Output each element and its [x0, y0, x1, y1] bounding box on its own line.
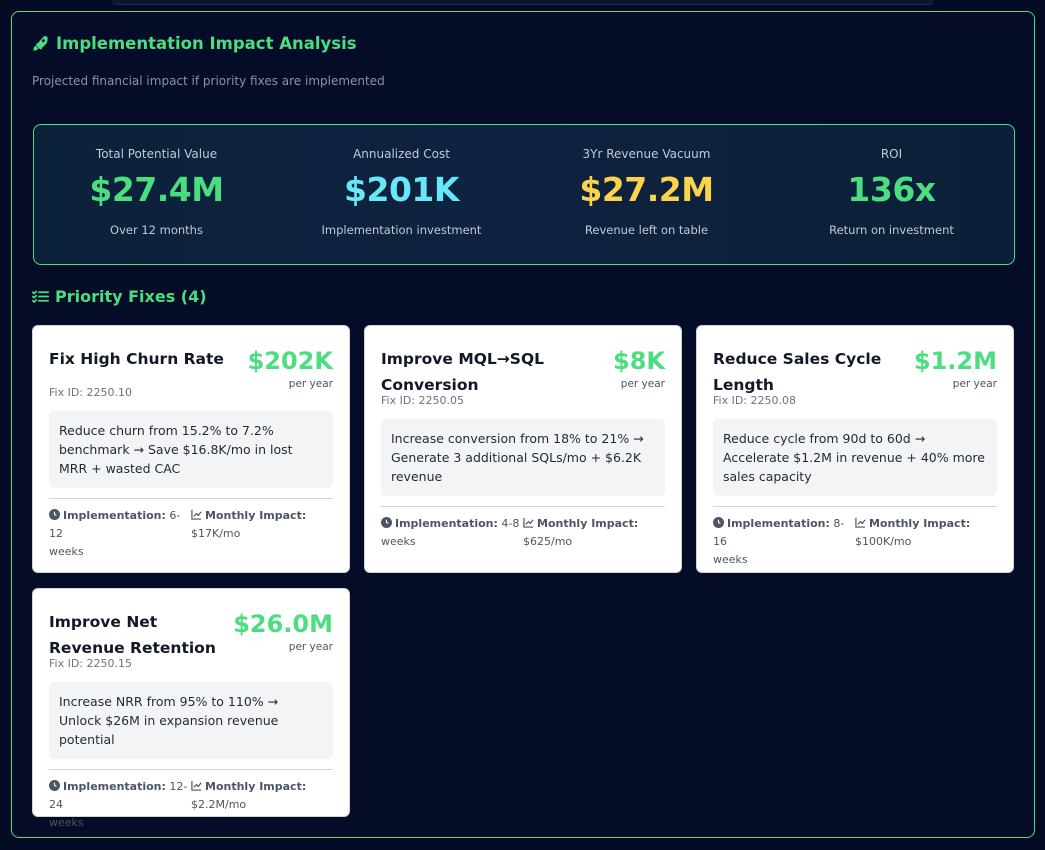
panel-title-text: Implementation Impact Analysis — [56, 34, 357, 53]
implementation-time: Implementation: 12-24 weeks — [49, 780, 188, 829]
fix-card-churn[interactable]: Fix High Churn Rate $202K per year Fix I… — [32, 325, 350, 573]
panel-title: Implementation Impact Analysis — [32, 34, 357, 53]
monthly-impact: Monthly Impact: $2.2M/mo — [191, 780, 307, 811]
monthly-impact: Monthly Impact: $17K/mo — [191, 509, 307, 540]
chart-line-icon — [191, 509, 202, 520]
fix-description: Increase conversion from 18% to 21% → Ge… — [381, 419, 665, 496]
fix-description: Increase NRR from 95% to 110% → Unlock $… — [49, 682, 333, 759]
metric-label: 3Yr Revenue Vacuum — [582, 147, 711, 161]
metric-total-potential-value: Total Potential Value $27.4M Over 12 mon… — [34, 125, 279, 264]
clock-icon — [381, 517, 392, 528]
metric-value: 136x — [847, 170, 936, 209]
implementation-time: Implementation: 4-8 weeks — [381, 517, 520, 548]
divider — [381, 506, 665, 507]
implementation-time: Implementation: 8-16 weeks — [713, 517, 845, 566]
fix-id: Fix ID: 2250.08 — [713, 394, 796, 407]
monthly-impact: Monthly Impact: $100K/mo — [855, 517, 971, 548]
fix-description: Reduce cycle from 90d to 60d → Accelerat… — [713, 419, 997, 496]
chart-line-icon — [191, 780, 202, 791]
priority-fixes-title: Priority Fixes (4) — [55, 287, 207, 306]
fix-card-mql-sql[interactable]: Improve MQL→SQL Conversion $8K per year … — [364, 325, 682, 573]
fix-title: Improve Net Revenue Retention — [49, 613, 216, 657]
metric-annualized-cost: Annualized Cost $201K Implementation inv… — [279, 125, 524, 264]
chart-line-icon — [523, 517, 534, 528]
divider — [49, 498, 333, 499]
metric-subtext: Return on investment — [829, 223, 954, 237]
fix-card-nrr[interactable]: Improve Net Revenue Retention $26.0M per… — [32, 588, 350, 829]
per-year-label: per year — [288, 641, 333, 653]
clock-icon — [713, 517, 724, 528]
metrics-summary: Total Potential Value $27.4M Over 12 mon… — [33, 124, 1015, 265]
impact-analysis-panel: Implementation Impact Analysis Projected… — [11, 11, 1035, 838]
divider — [49, 769, 333, 770]
per-year-label: per year — [288, 378, 333, 390]
clock-icon — [49, 780, 60, 791]
fix-annual-value: $8K — [613, 347, 665, 375]
fix-id: Fix ID: 2250.10 — [49, 386, 132, 399]
fix-description: Reduce churn from 15.2% to 7.2% benchmar… — [49, 411, 333, 488]
metric-label: ROI — [880, 147, 903, 161]
fix-title: Improve MQL→SQL Conversion — [381, 350, 544, 394]
fix-annual-value: $202K — [247, 347, 333, 375]
metric-subtext: Over 12 months — [110, 223, 203, 237]
rocket-icon — [33, 36, 48, 51]
top-strip — [112, 0, 934, 5]
implementation-time: Implementation: 6-12 weeks — [49, 509, 181, 558]
metric-subtext: Implementation investment — [321, 223, 482, 237]
per-year-label: per year — [952, 378, 997, 390]
monthly-impact: Monthly Impact: $625/mo — [523, 517, 639, 548]
metric-revenue-vacuum: 3Yr Revenue Vacuum $27.2M Revenue left o… — [524, 125, 769, 264]
chart-line-icon — [855, 517, 866, 528]
checklist-icon — [32, 290, 49, 303]
metric-value: $27.2M — [579, 170, 714, 209]
fix-title: Fix High Churn Rate — [49, 350, 224, 368]
fix-annual-value: $1.2M — [913, 347, 997, 375]
metric-label: Annualized Cost — [353, 147, 450, 161]
metric-label: Total Potential Value — [95, 147, 218, 161]
panel-subtitle: Projected financial impact if priority f… — [32, 74, 385, 88]
priority-fixes-heading: Priority Fixes (4) — [32, 287, 207, 306]
fix-id: Fix ID: 2250.15 — [49, 657, 132, 670]
fix-card-sales-cycle[interactable]: Reduce Sales Cycle Length $1.2M per year… — [696, 325, 1014, 573]
metric-value: $27.4M — [89, 170, 224, 209]
metric-subtext: Revenue left on table — [584, 223, 709, 237]
metric-value: $201K — [344, 170, 459, 209]
fix-annual-value: $26.0M — [233, 610, 333, 638]
metric-roi: ROI 136x Return on investment — [769, 125, 1014, 264]
fix-id: Fix ID: 2250.05 — [381, 394, 464, 407]
per-year-label: per year — [620, 378, 665, 390]
fix-title: Reduce Sales Cycle Length — [713, 350, 882, 394]
divider — [713, 506, 997, 507]
clock-icon — [49, 509, 60, 520]
